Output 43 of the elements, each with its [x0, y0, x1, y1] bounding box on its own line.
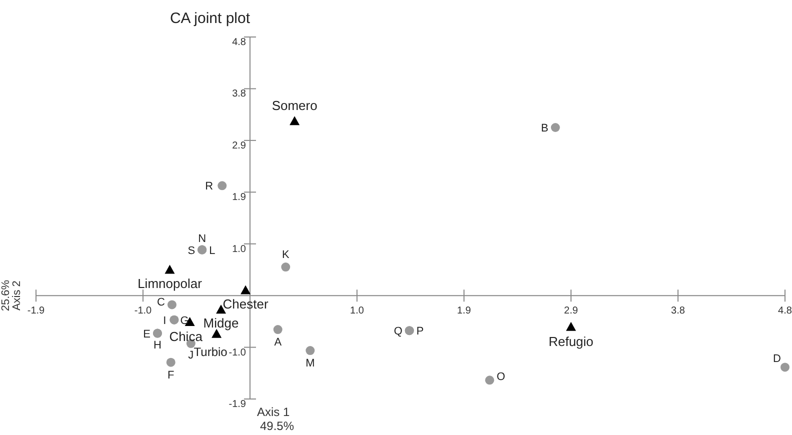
annotation: C [157, 296, 166, 309]
y-tick-label: 3.8 [232, 88, 246, 100]
annotation: N [198, 232, 206, 245]
chart-title: CA joint plot [170, 10, 251, 27]
annotation: P [416, 326, 424, 338]
annotation: I [163, 314, 166, 327]
annotation: F [167, 369, 174, 382]
annotation: Midge [203, 316, 239, 331]
x-tick-label: 2.9 [564, 306, 578, 317]
y-tick-label: 4.8 [232, 37, 246, 48]
x-tick-label: 1.0 [350, 306, 364, 317]
annotation: G [180, 314, 189, 327]
y-axis-title: Axis 2 25.6% [0, 280, 23, 312]
y-tick-label: 1.9 [232, 192, 246, 204]
annotation: H [154, 339, 162, 352]
x-tick-label: -1.9 [27, 306, 46, 317]
annotation: A [274, 336, 282, 349]
x-tick-label: -1.0 [134, 306, 152, 317]
x-tick-label: 3.8 [671, 306, 686, 317]
annotation: S [188, 244, 196, 257]
annotation: J [188, 350, 194, 362]
annotation: O [496, 371, 506, 384]
annotation: Chica [169, 329, 204, 344]
annotation: Limnopolar [138, 276, 203, 291]
annotation: Somero [272, 98, 318, 114]
x-axis-title: Axis 1 49.5% [257, 405, 294, 433]
annotation: L [209, 244, 216, 257]
annotation: Q [394, 326, 403, 338]
y-tick-label: 1.0 [232, 244, 246, 255]
annotation: E [143, 328, 150, 340]
y-tick-label: 2.9 [232, 140, 246, 152]
y-tick-label: -1.0 [228, 347, 246, 358]
annotation: B [541, 122, 548, 134]
annotation: Refugio [548, 334, 594, 349]
annotation: M [306, 358, 315, 370]
x-tick-label: 1.9 [457, 306, 472, 317]
annotation: Turbio [194, 344, 228, 359]
annotation: R [205, 180, 214, 193]
y-tick-label: -1.9 [228, 399, 246, 410]
annotation: K [282, 249, 290, 262]
x-tick-label: 4.8 [778, 306, 792, 317]
annotation: Chester [222, 296, 269, 312]
annotation: D [773, 353, 782, 366]
